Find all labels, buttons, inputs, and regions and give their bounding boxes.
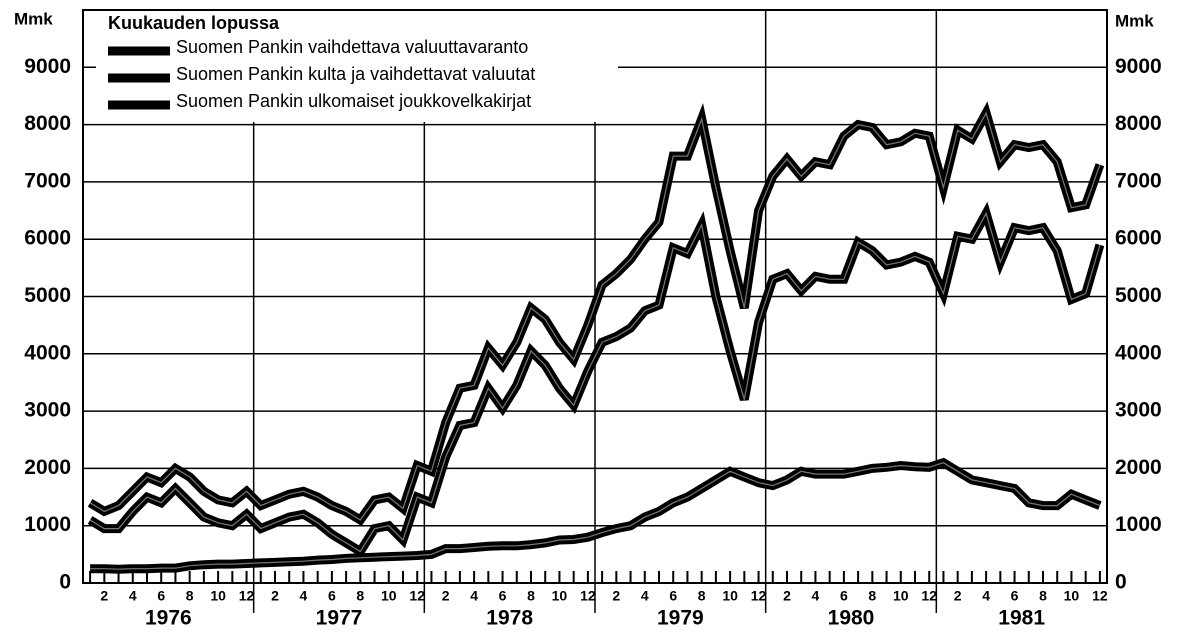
x-tick-label: 4 — [812, 588, 820, 604]
year-label: 1980 — [828, 607, 875, 629]
y-unit-right: Mmk — [1115, 11, 1154, 30]
series-line-core — [90, 462, 1101, 570]
y2-tick-label: 1000 — [1115, 513, 1162, 536]
x-tick-label: 4 — [470, 588, 478, 604]
x-tick-label: 4 — [300, 588, 308, 604]
x-tick-label: 10 — [722, 588, 738, 604]
x-tick-label: 4 — [641, 588, 649, 604]
legend-box — [96, 11, 618, 122]
x-tick-label: 12 — [921, 588, 937, 604]
x-tick-label: 10 — [381, 588, 397, 604]
y-tick-label: 2000 — [24, 456, 71, 479]
x-tick-label: 4 — [982, 588, 990, 604]
year-label: 1976 — [145, 607, 192, 629]
y-tick-label: 4000 — [24, 341, 71, 364]
legend-label: Suomen Pankin vaihdettava valuuttavarant… — [176, 37, 528, 57]
y2-tick-label: 8000 — [1115, 112, 1162, 135]
x-tick-label: 10 — [1064, 588, 1080, 604]
x-tick-label: 2 — [783, 588, 791, 604]
year-label: 1979 — [657, 607, 704, 629]
y2-tick-label: 0 — [1115, 571, 1127, 594]
y-tick-label: 7000 — [24, 169, 71, 192]
legend-label: Suomen Pankin ulkomaiset joukkovelkakirj… — [176, 91, 531, 111]
x-tick-label: 6 — [1011, 588, 1019, 604]
x-tick-label: 12 — [580, 588, 596, 604]
x-tick-label: 2 — [271, 588, 279, 604]
y2-tick-label: 2000 — [1115, 456, 1162, 479]
x-tick-label: 10 — [893, 588, 909, 604]
y2-tick-label: 4000 — [1115, 341, 1162, 364]
legend: Kuukauden lopussa Suomen Pankin vaihdett… — [96, 11, 618, 122]
x-tick-label: 8 — [868, 588, 876, 604]
x-tick-label: 8 — [186, 588, 194, 604]
x-tick-label: 10 — [210, 588, 226, 604]
y-tick-label: 5000 — [24, 284, 71, 307]
series-line-core — [89, 111, 1101, 521]
y-tick-label: 8000 — [24, 112, 71, 135]
y2-tick-label: 9000 — [1115, 55, 1162, 78]
x-tick-label: 12 — [239, 588, 255, 604]
x-tick-label: 2 — [100, 588, 108, 604]
x-tick-label: 2 — [612, 588, 620, 604]
y-tick-label: 9000 — [24, 55, 71, 78]
y2-tick-label: 7000 — [1115, 169, 1162, 192]
x-tick-label: 4 — [129, 588, 137, 604]
series-line-core — [89, 211, 1101, 553]
year-label: 1977 — [316, 607, 363, 629]
y2-tick-label: 3000 — [1115, 399, 1162, 422]
y-unit-left: Mmk — [14, 9, 53, 28]
year-label: 1978 — [486, 607, 533, 629]
x-tick-label: 8 — [527, 588, 535, 604]
x-tick-label: 6 — [840, 588, 848, 604]
y2-tick-label: 5000 — [1115, 284, 1162, 307]
x-tick-label: 8 — [698, 588, 706, 604]
x-tick-label: 6 — [499, 588, 507, 604]
x-tick-label: 2 — [954, 588, 962, 604]
x-tick-label: 6 — [669, 588, 677, 604]
legend-title: Kuukauden lopussa — [108, 13, 280, 33]
y-tick-label: 3000 — [24, 399, 71, 422]
legend-label: Suomen Pankin kulta ja vaihdettavat valu… — [176, 64, 535, 84]
x-tick-label: 2 — [442, 588, 450, 604]
x-tick-label: 6 — [157, 588, 165, 604]
x-tick-label: 12 — [409, 588, 425, 604]
x-tick-label: 10 — [552, 588, 568, 604]
y-tick-label: 1000 — [24, 513, 71, 536]
x-tick-label: 12 — [751, 588, 767, 604]
x-tick-label: 8 — [1039, 588, 1047, 604]
y-tick-label: 6000 — [24, 227, 71, 250]
x-tick-label: 12 — [1092, 588, 1108, 604]
x-tick-label: 8 — [356, 588, 364, 604]
y-tick-label: 0 — [59, 571, 71, 594]
year-label: 1981 — [998, 607, 1045, 629]
y2-tick-label: 6000 — [1115, 227, 1162, 250]
x-tick-label: 6 — [328, 588, 336, 604]
